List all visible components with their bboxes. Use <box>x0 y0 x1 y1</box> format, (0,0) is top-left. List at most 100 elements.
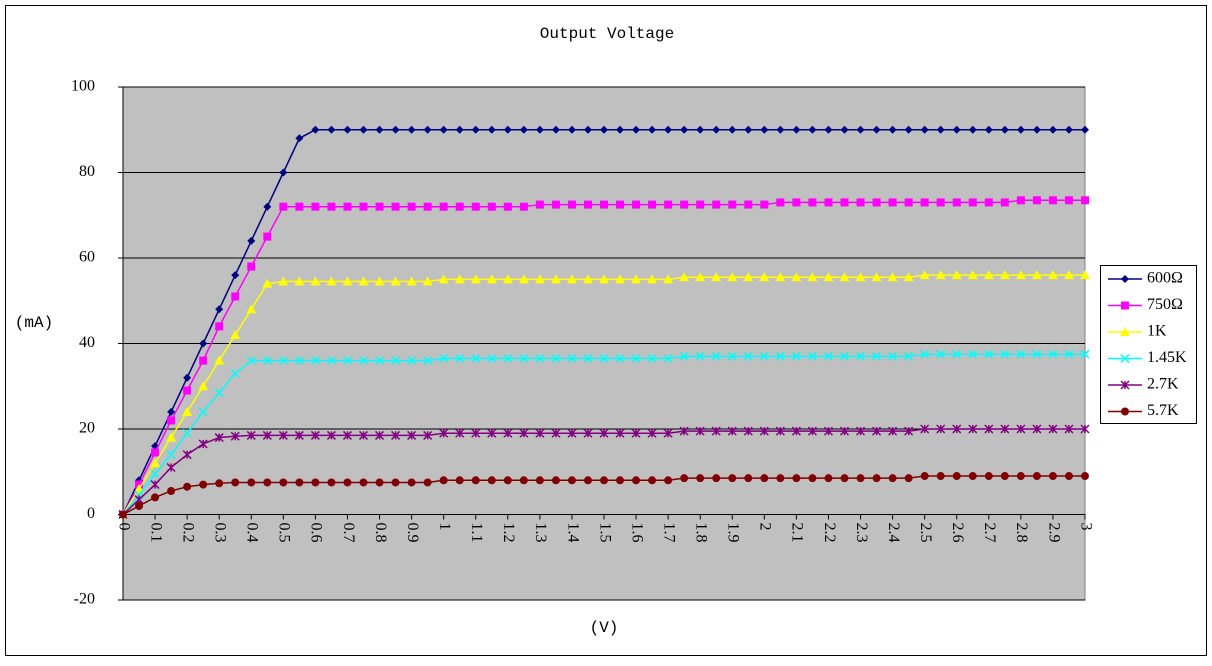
marker <box>599 428 609 438</box>
marker <box>1047 270 1058 280</box>
marker <box>904 125 913 134</box>
marker <box>519 428 529 438</box>
marker <box>374 276 385 286</box>
marker <box>503 476 512 485</box>
marker <box>407 202 416 211</box>
marker <box>952 349 962 359</box>
marker <box>679 272 690 282</box>
marker <box>823 426 833 436</box>
marker <box>1032 196 1041 205</box>
marker <box>1081 196 1089 205</box>
marker <box>775 272 786 282</box>
marker <box>807 272 818 282</box>
marker <box>567 428 577 438</box>
marker <box>310 430 320 440</box>
marker <box>952 424 962 434</box>
marker <box>551 353 561 363</box>
marker <box>920 349 930 359</box>
marker <box>968 424 978 434</box>
marker <box>519 353 529 363</box>
marker <box>680 474 689 483</box>
x-tick-label: 0.6 <box>308 523 325 543</box>
marker <box>728 125 737 134</box>
x-tick-label: 1.8 <box>693 523 710 543</box>
marker <box>503 202 512 211</box>
marker <box>791 426 801 436</box>
marker <box>439 353 449 363</box>
marker <box>199 480 208 489</box>
x-tick-label: 0.9 <box>404 523 421 543</box>
marker <box>647 274 658 284</box>
marker <box>744 200 753 209</box>
x-tick-label: 1.9 <box>725 523 742 543</box>
marker <box>375 202 384 211</box>
y-tick-label: 40 <box>79 334 95 351</box>
marker <box>375 125 384 134</box>
marker <box>807 426 817 436</box>
marker <box>422 276 433 286</box>
marker <box>824 198 833 207</box>
marker <box>391 202 400 211</box>
marker <box>327 125 336 134</box>
marker <box>679 351 689 361</box>
marker <box>535 200 544 209</box>
marker <box>423 202 432 211</box>
x-tick-label: 2.7 <box>981 523 998 543</box>
marker <box>471 353 481 363</box>
marker <box>775 351 785 361</box>
marker <box>967 270 978 280</box>
marker <box>631 353 641 363</box>
marker <box>1048 196 1057 205</box>
marker <box>182 450 192 460</box>
x-tick-label: 1.6 <box>628 523 645 543</box>
marker <box>616 200 625 209</box>
marker <box>855 272 866 282</box>
marker <box>295 478 304 487</box>
marker <box>663 274 674 284</box>
marker <box>919 270 930 280</box>
marker <box>487 125 496 134</box>
marker <box>487 202 496 211</box>
x-tick-label: 2.8 <box>1013 523 1030 543</box>
x-tick-label: 1.2 <box>500 523 517 543</box>
marker <box>391 430 401 440</box>
marker <box>535 428 545 438</box>
marker <box>326 356 336 366</box>
marker <box>680 200 689 209</box>
x-tick-label: 1 <box>436 523 453 531</box>
marker <box>824 474 833 483</box>
marker <box>199 356 208 365</box>
marker <box>743 272 754 282</box>
marker <box>470 274 481 284</box>
marker <box>1121 407 1129 416</box>
marker <box>904 351 914 361</box>
marker <box>791 351 801 361</box>
marker <box>663 428 673 438</box>
marker <box>279 202 288 211</box>
marker <box>455 353 465 363</box>
marker <box>1048 125 1057 134</box>
legend-label: 2.7K <box>1147 376 1179 393</box>
marker <box>856 351 866 361</box>
marker <box>471 428 481 438</box>
marker <box>487 428 497 438</box>
x-tick-label: 1.7 <box>660 523 677 543</box>
x-tick-label: 0.7 <box>340 523 357 543</box>
marker <box>231 271 240 280</box>
marker <box>744 474 753 483</box>
marker <box>695 426 705 436</box>
marker <box>166 462 176 473</box>
marker <box>407 125 416 134</box>
marker <box>198 407 208 417</box>
marker <box>535 476 544 485</box>
marker <box>792 198 801 207</box>
marker <box>471 202 480 211</box>
x-tick-label: 2.2 <box>821 523 838 543</box>
marker <box>534 274 545 284</box>
marker <box>984 424 994 434</box>
marker <box>743 351 753 361</box>
marker <box>455 428 465 438</box>
marker <box>872 351 882 361</box>
marker <box>375 356 385 366</box>
